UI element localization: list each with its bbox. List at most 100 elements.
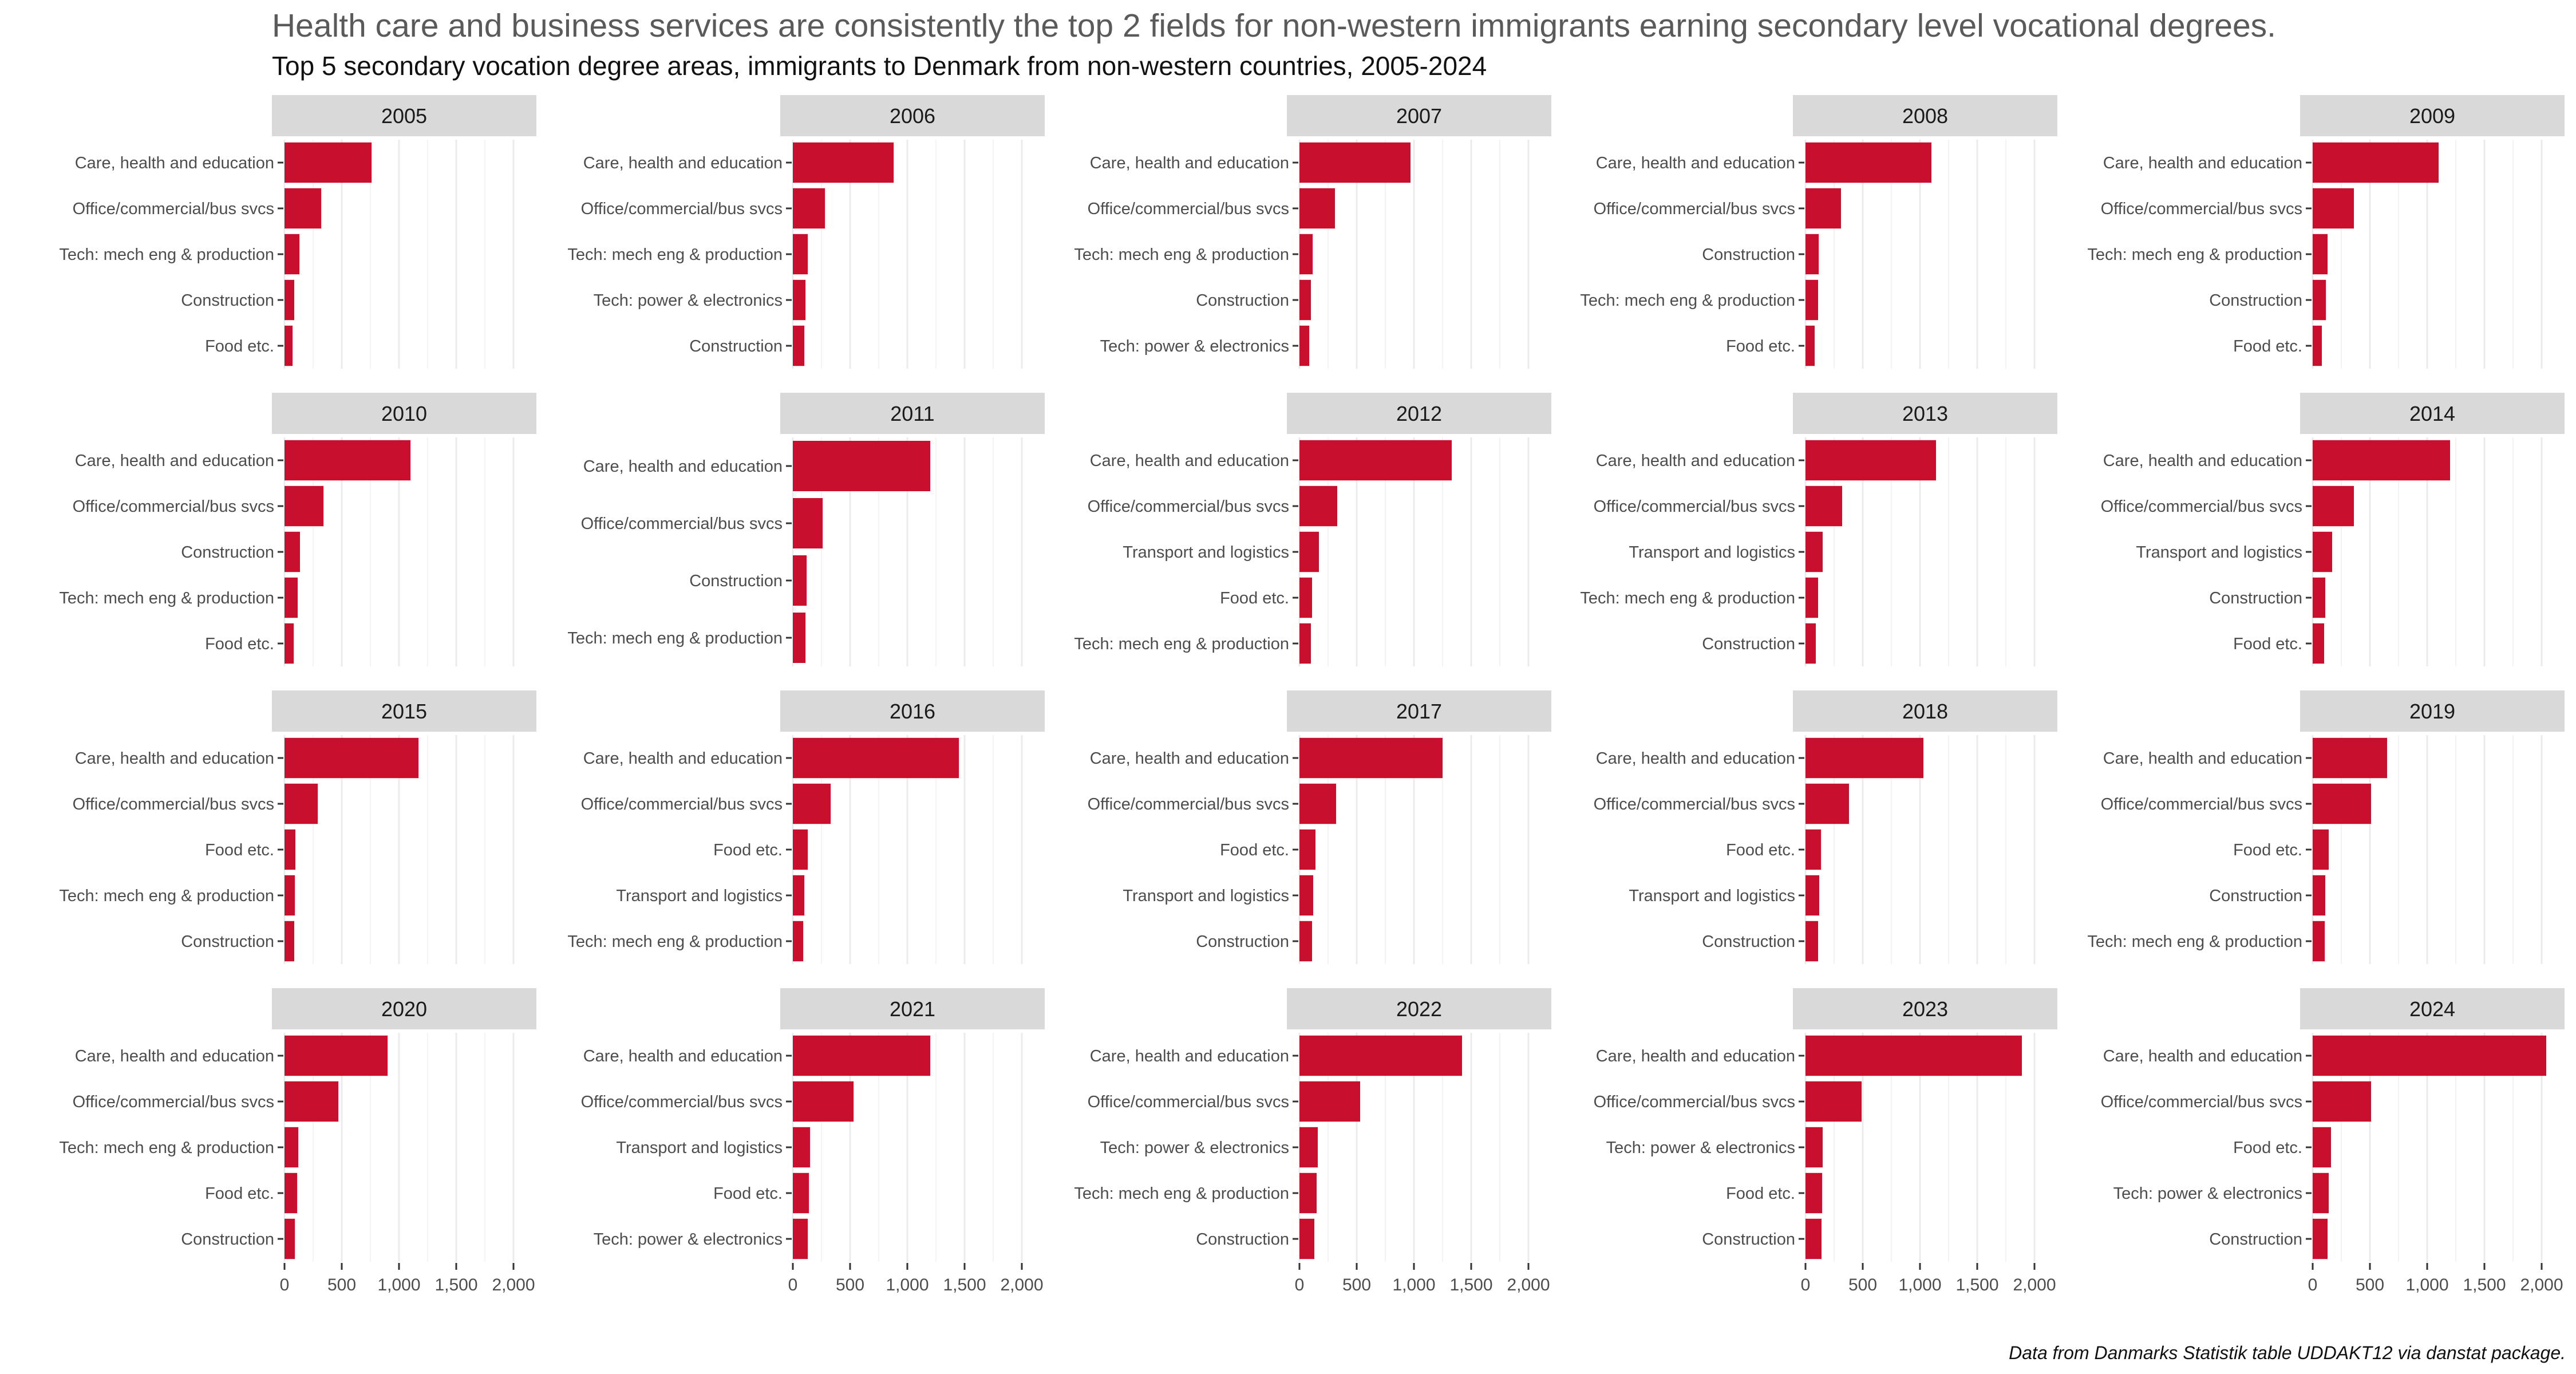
facet-strip	[2300, 988, 2565, 1029]
category-label: Tech: power & electronics	[1100, 1139, 1289, 1157]
bar	[285, 234, 299, 275]
bar	[793, 921, 803, 962]
bar	[285, 875, 295, 916]
facet-strip-label: 2013	[1902, 402, 1948, 425]
x-tick-label: 1,500	[2463, 1276, 2506, 1294]
bar	[793, 1218, 808, 1260]
category-label: Construction	[1702, 635, 1795, 653]
category-label: Food etc.	[2233, 337, 2302, 356]
bar	[1299, 577, 1312, 618]
bar	[1299, 737, 1443, 779]
category-label: Construction	[181, 291, 274, 310]
category-label: Care, health and education	[1596, 749, 1795, 768]
bar	[2313, 737, 2387, 779]
category-label: Food etc.	[205, 1185, 274, 1203]
category-label: Care, health and education	[75, 154, 274, 172]
bar	[1299, 142, 1411, 183]
bar	[1299, 1035, 1462, 1076]
bar	[2313, 1035, 2546, 1076]
facet-strip-label: 2008	[1902, 104, 1948, 128]
bar	[2313, 1127, 2331, 1168]
bar	[1299, 1218, 1314, 1260]
x-tick-label: 1,000	[2405, 1276, 2448, 1294]
category-label: Care, health and education	[2103, 1047, 2302, 1065]
category-label: Construction	[181, 933, 274, 951]
category-label: Construction	[181, 1230, 274, 1249]
category-label: Care, health and education	[2103, 749, 2302, 768]
x-tick-label: 0	[1295, 1276, 1305, 1294]
category-label: Office/commercial/bus svcs	[1088, 1093, 1289, 1111]
facet-strip	[780, 95, 1045, 136]
chart-caption: Data from Danmarks Statistik table UDDAK…	[2009, 1343, 2566, 1363]
bar	[2313, 875, 2325, 916]
category-label: Food etc.	[205, 337, 274, 356]
category-label: Office/commercial/bus svcs	[581, 795, 783, 814]
category-label: Care, health and education	[583, 749, 783, 768]
category-label: Care, health and education	[1090, 1047, 1289, 1065]
facet-strip-label: 2009	[2409, 104, 2455, 128]
bar	[793, 1081, 854, 1122]
bar	[285, 440, 410, 481]
bar	[2313, 188, 2354, 229]
category-label: Construction	[2209, 291, 2302, 310]
bar	[285, 1035, 388, 1076]
x-tick-label: 2,000	[492, 1276, 535, 1294]
bar	[285, 829, 295, 870]
category-label: Food etc.	[205, 841, 274, 859]
category-label: Tech: mech eng & production	[567, 629, 783, 647]
category-label: Food etc.	[1220, 841, 1289, 859]
bar	[2313, 577, 2325, 618]
bar	[1805, 142, 1931, 183]
bar	[1299, 531, 1319, 572]
chart-title: Health care and business services are co…	[272, 7, 2276, 44]
bar	[2313, 142, 2439, 183]
category-label: Care, health and education	[75, 749, 274, 768]
category-label: Office/commercial/bus svcs	[1088, 200, 1289, 218]
bar	[2313, 783, 2371, 824]
category-label: Tech: power & electronics	[2113, 1185, 2302, 1203]
facet-strip-label: 2005	[381, 104, 427, 128]
bar	[2313, 623, 2324, 664]
x-tick-label: 0	[280, 1276, 290, 1294]
facet-strip-label: 2007	[1396, 104, 1442, 128]
category-label: Tech: power & electronics	[594, 291, 783, 310]
bar	[2313, 279, 2326, 321]
bar	[285, 623, 294, 664]
bar	[1805, 623, 1816, 664]
category-label: Tech: mech eng & production	[1074, 635, 1289, 653]
bar	[1805, 279, 1818, 321]
category-label: Transport and logistics	[2136, 543, 2302, 562]
bar	[793, 279, 805, 321]
category-label: Office/commercial/bus svcs	[581, 515, 783, 533]
x-tick-label: 0	[2308, 1276, 2318, 1294]
category-label: Tech: mech eng & production	[1074, 246, 1289, 264]
bar	[1299, 829, 1315, 870]
category-label: Office/commercial/bus svcs	[1594, 1093, 1795, 1111]
x-tick-label: 1,500	[434, 1276, 477, 1294]
x-tick-label: 2,000	[2013, 1276, 2056, 1294]
category-label: Tech: mech eng & production	[567, 246, 783, 264]
category-label: Tech: mech eng & production	[59, 1139, 274, 1157]
facet-strip	[1287, 988, 1551, 1029]
category-label: Construction	[689, 337, 783, 356]
category-label: Care, health and education	[2103, 452, 2302, 470]
category-label: Office/commercial/bus svcs	[1594, 795, 1795, 814]
category-label: Office/commercial/bus svcs	[2101, 1093, 2302, 1111]
category-label: Tech: mech eng & production	[567, 933, 783, 951]
facet-strip	[1287, 690, 1551, 732]
bar	[1299, 279, 1311, 321]
facet-strip-label: 2012	[1396, 402, 1442, 425]
facet-strip-label: 2016	[890, 700, 935, 723]
category-label: Construction	[1702, 246, 1795, 264]
chart-subtitle: Top 5 secondary vocation degree areas, i…	[272, 51, 1487, 81]
bar	[285, 279, 294, 321]
x-tick-label: 500	[2356, 1276, 2384, 1294]
bar	[1805, 1172, 1822, 1214]
category-label: Construction	[1196, 291, 1289, 310]
facet-strip-label: 2018	[1902, 700, 1948, 723]
category-label: Tech: mech eng & production	[1074, 1185, 1289, 1203]
category-label: Food etc.	[205, 635, 274, 653]
bar	[2313, 921, 2325, 962]
facet-strip	[780, 393, 1045, 434]
facet-strip-label: 2017	[1396, 700, 1442, 723]
